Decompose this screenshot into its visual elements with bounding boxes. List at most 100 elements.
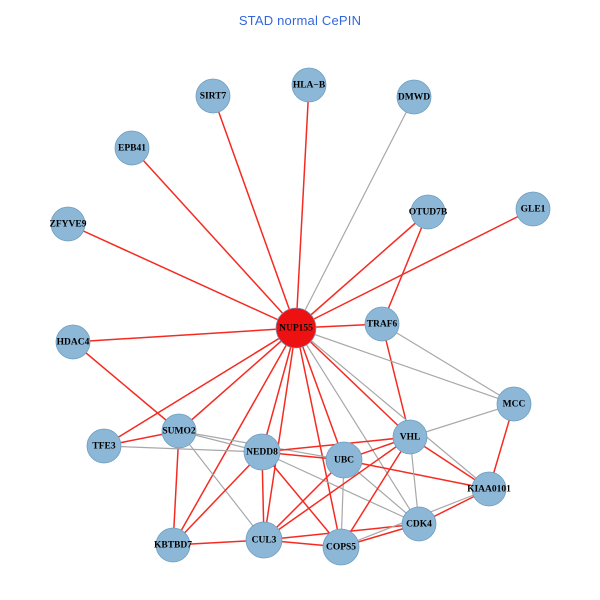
network-edge: [261, 451, 420, 525]
network-node-epb41[interactable]: EPB41: [114, 130, 150, 166]
node-label: VHL: [400, 433, 421, 443]
network-edge: [295, 327, 342, 548]
node-circle[interactable]: [364, 306, 400, 342]
node-label: UBC: [334, 456, 354, 466]
network-edge: [131, 147, 297, 329]
node-label: DMWD: [398, 93, 430, 103]
network-edge: [409, 403, 515, 438]
node-circle[interactable]: [275, 307, 317, 349]
node-circle[interactable]: [155, 527, 191, 563]
network-edge: [295, 327, 411, 438]
node-circle[interactable]: [243, 433, 281, 471]
node-circle[interactable]: [161, 413, 197, 449]
node-label: EPB41: [118, 144, 146, 154]
network-edge: [72, 341, 180, 432]
network-node-traf6[interactable]: TRAF6: [364, 306, 400, 342]
page-title: STAD normal CePIN: [238, 13, 362, 28]
network-node-mcc[interactable]: MCC: [496, 386, 532, 422]
node-circle[interactable]: [392, 419, 428, 455]
node-circle[interactable]: [396, 79, 432, 115]
node-circle[interactable]: [245, 521, 283, 559]
network-edge: [178, 327, 297, 432]
node-label: HLA−B: [293, 81, 326, 91]
network-node-dmwd[interactable]: DMWD: [396, 79, 432, 115]
node-label: TRAF6: [367, 320, 398, 330]
node-circle[interactable]: [55, 324, 91, 360]
node-label: KBTBD7: [154, 541, 192, 551]
node-label: KIAA0101: [467, 485, 511, 495]
network-edge: [263, 459, 345, 541]
node-layer: SIRT7 HLA−B DMWD EPB41 ZFYVE9 OTUD7B GLE1 NUP15…: [50, 67, 551, 566]
network-node-nup155[interactable]: NUP155: [275, 307, 317, 349]
network-node-ubc[interactable]: UBC: [325, 441, 363, 479]
network-edge: [343, 459, 490, 490]
node-label: TFE3: [92, 442, 115, 452]
network-edge: [172, 451, 263, 546]
network-edge: [212, 95, 297, 329]
network-edge: [381, 211, 429, 325]
node-circle[interactable]: [322, 528, 360, 566]
node-label: OTUD7B: [409, 208, 448, 218]
node-label: MCC: [503, 400, 526, 410]
network-edge: [295, 327, 515, 405]
network-node-kiaa0101[interactable]: KIAA0101: [467, 471, 511, 507]
node-circle[interactable]: [50, 206, 86, 242]
node-circle[interactable]: [401, 506, 437, 542]
network-node-hla-b[interactable]: HLA−B: [291, 67, 327, 103]
node-circle[interactable]: [291, 67, 327, 103]
node-label: SIRT7: [200, 92, 227, 102]
node-label: ZFYVE9: [50, 220, 87, 230]
network-edge: [295, 96, 415, 329]
node-label: SUMO2: [162, 427, 196, 437]
node-label: GLE1: [521, 205, 546, 215]
network-node-nedd8[interactable]: NEDD8: [243, 433, 281, 471]
network-edge: [295, 327, 490, 490]
network-edge: [172, 327, 297, 546]
network-node-zfyve9[interactable]: ZFYVE9: [50, 206, 87, 242]
network-edge: [340, 436, 411, 548]
network-edge: [261, 451, 342, 548]
network-edge: [103, 445, 263, 453]
node-circle[interactable]: [195, 78, 231, 114]
network-node-sumo2[interactable]: SUMO2: [161, 413, 197, 449]
node-label: NEDD8: [246, 448, 278, 458]
node-label: COPS5: [326, 543, 356, 553]
network-node-sirt7[interactable]: SIRT7: [195, 78, 231, 114]
node-circle[interactable]: [325, 441, 363, 479]
network-edge: [103, 327, 297, 447]
network-node-vhl[interactable]: VHL: [392, 419, 428, 455]
network-node-cul3[interactable]: CUL3: [245, 521, 283, 559]
node-label: CUL3: [252, 536, 277, 546]
network-edge: [381, 323, 411, 438]
node-circle[interactable]: [496, 386, 532, 422]
node-circle[interactable]: [114, 130, 150, 166]
node-circle[interactable]: [471, 471, 507, 507]
network-node-cops5[interactable]: COPS5: [322, 528, 360, 566]
network-edge: [67, 223, 297, 329]
network-edge: [172, 430, 180, 546]
network-edge: [261, 327, 297, 453]
node-circle[interactable]: [515, 191, 551, 227]
network-node-gle1[interactable]: GLE1: [515, 191, 551, 227]
node-circle[interactable]: [410, 194, 446, 230]
network-edge: [263, 436, 411, 541]
network-edge: [263, 327, 297, 541]
network-edge: [295, 327, 345, 461]
node-circle[interactable]: [86, 428, 122, 464]
network-edge: [381, 323, 515, 405]
node-label: CDK4: [406, 520, 432, 530]
network-edge: [295, 327, 420, 525]
node-label: HDAC4: [57, 338, 90, 348]
network-edge: [295, 211, 429, 329]
network-node-cdk4[interactable]: CDK4: [401, 506, 437, 542]
network-node-tfe3[interactable]: TFE3: [86, 428, 122, 464]
node-label: NUP155: [279, 324, 313, 334]
network-node-kbtbd7[interactable]: KBTBD7: [154, 527, 192, 563]
network-node-hdac4[interactable]: HDAC4: [55, 324, 91, 360]
network-node-otud7b[interactable]: OTUD7B: [409, 194, 448, 230]
network-edge: [72, 327, 297, 343]
network-edge: [295, 208, 534, 329]
network-edge: [295, 84, 310, 329]
